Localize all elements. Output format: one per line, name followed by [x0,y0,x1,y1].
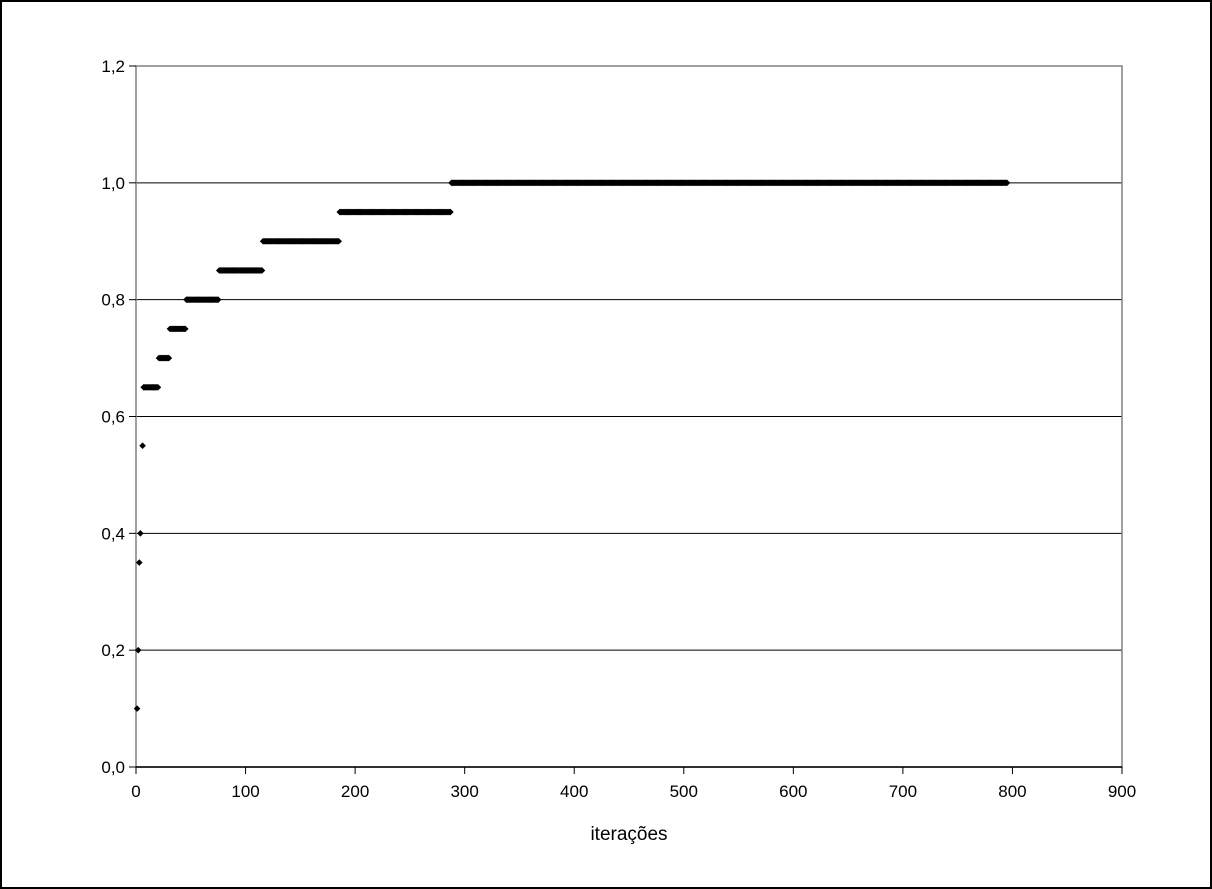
data-point [134,646,142,654]
x-tick-label: 100 [231,782,259,801]
x-tick-label: 500 [670,782,698,801]
data-point [133,705,141,712]
data-point [137,530,144,537]
y-tick-label: 0,2 [101,641,125,660]
data-point [165,354,173,362]
y-tick-label: 0,4 [101,524,125,543]
data-point [139,442,146,450]
x-tick-label: 900 [1108,782,1136,801]
data-point [335,237,342,245]
tick-labels: 0,0 0,2 0,4 0,6 0,8 1,0 1,2 0 100 200 300 400 500 600… [101,57,1136,801]
x-tick-label: 700 [889,782,917,801]
y-tick-label: 1,2 [101,57,125,76]
data-point [154,383,162,391]
x-tick-label: 600 [779,782,807,801]
x-tick-label: 0 [131,782,140,801]
gridlines [136,182,1122,651]
y-tick-label: 0,0 [101,758,125,777]
x-tick-label: 200 [341,782,369,801]
data-point [258,267,266,274]
data-point [1003,179,1011,187]
data-point [447,208,454,216]
x-tick-label: 400 [560,782,588,801]
data-points [133,179,1011,712]
y-tick-label: 1,0 [101,174,125,193]
data-point [182,325,189,333]
data-point [135,559,143,566]
y-tick-label: 0,6 [101,408,125,427]
axes [129,65,1123,774]
y-tick-label: 0,8 [101,291,125,310]
x-tick-label: 800 [998,782,1026,801]
x-axis-title: iterações [590,824,667,845]
x-tick-label: 300 [450,782,478,801]
data-point [214,296,222,303]
